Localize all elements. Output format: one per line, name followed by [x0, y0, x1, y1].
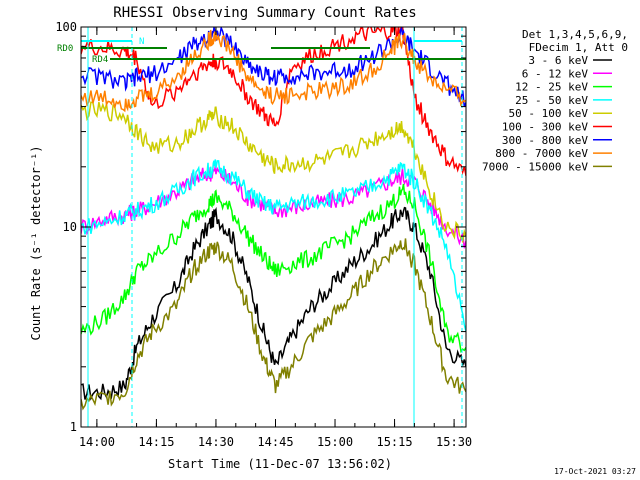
legend-entry: 3 - 6 keV [528, 54, 588, 67]
series-layer [81, 27, 466, 411]
x-axis-label: Start Time (11-Dec-07 13:56:02) [168, 457, 392, 471]
annotation-rd0: RD0 [57, 44, 73, 54]
y-tick-label: 100 [55, 20, 77, 34]
legend: Det 1,3,4,5,6,9, FDecim 1, Att 0 3 - 6 k… [482, 28, 628, 173]
x-tick-label: 14:00 [79, 435, 115, 449]
legend-entry: 6 - 12 keV [522, 67, 589, 80]
chart-title: RHESSI Observing Summary Count Rates [113, 5, 416, 21]
x-tick-label: 15:15 [376, 435, 412, 449]
series-line [81, 29, 466, 113]
legend-entry: 7000 - 15000 keV [482, 160, 588, 173]
x-tick-label: 14:45 [257, 435, 293, 449]
axes-layer: 14:00 14:15 14:30 14:45 15:00 15:15 15:30 1 10 10… [55, 20, 472, 449]
series-line [81, 183, 466, 353]
annotation-n: N [139, 37, 144, 47]
series-line [81, 238, 466, 411]
y-tick-label: 10 [63, 220, 77, 234]
footer-date: 17-Oct-2021 03:27 [554, 467, 636, 476]
legend-entry: 100 - 300 keV [502, 121, 588, 134]
legend-entry: 800 - 7000 keV [495, 147, 588, 160]
x-tick-label: 14:30 [198, 435, 234, 449]
legend-entry: 50 - 100 keV [509, 107, 589, 120]
annotation-rd4: RD4 [92, 55, 108, 65]
x-tick-label: 15:00 [317, 435, 353, 449]
legend-header-2: FDecim 1, Att 0 [529, 41, 628, 54]
legend-entry: 300 - 800 keV [502, 134, 588, 147]
series-line [81, 101, 466, 244]
y-axis-label: Count Rate (s⁻¹ detector⁻¹) [29, 145, 43, 340]
series-line [81, 159, 466, 332]
legend-entry: 12 - 25 keV [515, 81, 588, 94]
plot-frame [80, 26, 467, 428]
x-tick-label: 14:15 [138, 435, 174, 449]
series-line [81, 206, 466, 401]
annotation-layer [81, 27, 466, 427]
legend-entry: 25 - 50 keV [515, 94, 588, 107]
x-tick-label: 15:30 [436, 435, 472, 449]
y-tick-label: 1 [70, 420, 77, 434]
legend-header-1: Det 1,3,4,5,6,9, [522, 28, 628, 41]
